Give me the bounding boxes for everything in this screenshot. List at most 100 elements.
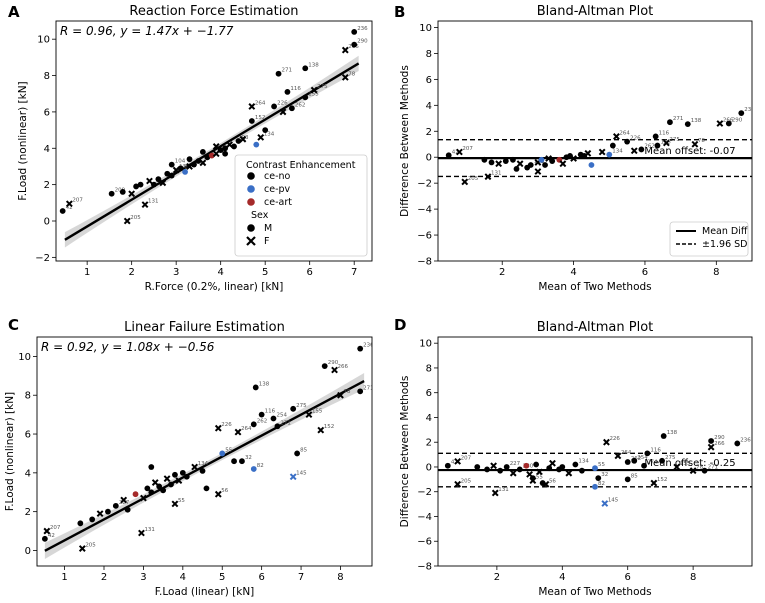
data-point <box>533 461 540 468</box>
legend-bland-altman: Mean Diff ±1.96 SD <box>669 221 749 257</box>
data-point <box>235 138 242 144</box>
data-point <box>239 135 247 143</box>
data-point <box>258 411 265 418</box>
point-label: 226 <box>277 100 288 106</box>
point-label: 131 <box>498 487 509 493</box>
chart-title: Reaction Force Estimation <box>129 4 298 19</box>
data-point <box>270 415 277 422</box>
point-label: 271 <box>280 420 291 426</box>
data-point <box>177 165 184 172</box>
data-point <box>219 450 226 457</box>
chart-title: Linear Failure Estimation <box>124 320 285 335</box>
x-axis-label: R.Force (0.2%, linear) [kN] <box>145 281 284 293</box>
point-label: 134 <box>264 131 275 137</box>
x-tick-label: 2 <box>494 572 500 583</box>
point-label: 32 <box>601 472 608 478</box>
point-label: 55 <box>536 475 543 481</box>
data-point <box>613 133 620 140</box>
data-point <box>595 475 602 482</box>
panel-d: D Bland-Altman Plot 2 4 6 8 −8 −6 −4 −2 0 2 4 6 8 10 Mea… <box>394 316 753 598</box>
point-label: 236 <box>744 107 755 113</box>
data-point <box>132 491 139 498</box>
data-point <box>168 161 175 168</box>
point-label: 78 <box>698 138 705 144</box>
point-label: 42 <box>452 149 459 155</box>
data-point <box>644 450 651 457</box>
point-label: 138 <box>691 118 702 124</box>
data-point <box>182 169 188 175</box>
data-point <box>523 462 530 469</box>
data-point <box>592 465 598 472</box>
point-label: 290 <box>714 435 725 441</box>
y-tick-label: 2 <box>25 507 31 518</box>
data-point <box>289 473 297 481</box>
point-label: 262 <box>257 418 268 424</box>
data-point <box>290 405 297 412</box>
data-point <box>231 143 237 150</box>
point-label: 205 <box>461 478 472 484</box>
data-point <box>546 465 553 472</box>
data-point <box>138 529 145 537</box>
point-label: 32 <box>245 455 252 461</box>
point-label: 266 <box>723 117 734 123</box>
data-point <box>248 118 255 124</box>
data-point <box>641 462 647 469</box>
data-point <box>191 161 197 168</box>
data-point <box>357 388 364 395</box>
regression-line <box>64 62 360 241</box>
data-point <box>638 146 645 153</box>
x-tick-label: 8 <box>713 267 719 278</box>
data-point <box>535 468 543 476</box>
data-point <box>65 200 73 208</box>
point-label: 104 <box>175 159 186 165</box>
data-point <box>491 489 499 497</box>
y-axis-label: F.Load (nonlinear) [kN] <box>17 81 29 200</box>
data-point <box>146 177 153 185</box>
data-point <box>454 457 462 465</box>
data-point <box>337 391 344 399</box>
point-label: 55 <box>598 462 605 468</box>
legend-label: M <box>264 223 272 234</box>
data-point <box>603 438 610 446</box>
data-point <box>239 458 245 465</box>
x-tick-label: 8 <box>337 572 343 583</box>
data-point <box>168 481 174 488</box>
data-point <box>454 480 462 488</box>
data-point <box>444 462 451 469</box>
y-tick-label: 4 <box>44 144 50 155</box>
data-point <box>124 506 131 513</box>
point-label: 56 <box>221 488 228 494</box>
axes-frame <box>437 336 753 567</box>
point-label: 138 <box>259 381 270 387</box>
point-label: 116 <box>265 409 276 415</box>
axes-frame <box>55 20 373 262</box>
legend-label: ±1.96 SD <box>702 239 747 250</box>
panel-letter: B <box>394 3 405 21</box>
data-point <box>588 162 595 168</box>
point-label: 236 <box>740 437 751 443</box>
point-label: 145 <box>296 471 307 477</box>
data-point <box>248 103 256 110</box>
point-label: 205 <box>130 215 141 221</box>
y-tick-label: −4 <box>417 205 432 216</box>
x-tick-label: 1 <box>84 267 90 278</box>
data-point <box>484 173 492 181</box>
point-label: 275 <box>296 403 307 409</box>
point-label: 155 <box>308 91 319 97</box>
data-point <box>598 148 606 156</box>
point-label: 131 <box>144 527 155 533</box>
point-label: 290 <box>357 39 368 45</box>
point-label: 152 <box>657 477 668 483</box>
point-label: 134 <box>578 458 589 464</box>
y-tick-label: −2 <box>417 487 432 498</box>
data-point <box>164 170 171 177</box>
legend-box <box>234 154 368 257</box>
data-point <box>351 41 358 48</box>
y-tick-label: 2 <box>426 438 432 449</box>
x-tick-label: 4 <box>559 572 565 583</box>
data-point <box>341 73 349 81</box>
data-point <box>253 141 260 148</box>
data-point <box>275 70 282 77</box>
